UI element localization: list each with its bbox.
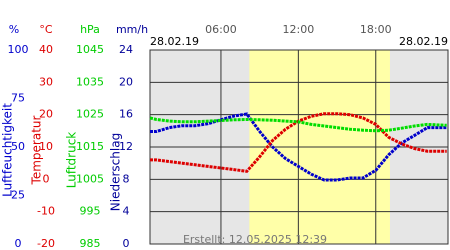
- date-left: 28.02.19: [150, 35, 199, 48]
- y-tick-label: 20: [119, 75, 133, 88]
- y-tick-label: 1035: [76, 75, 104, 88]
- y-tick-label: 16: [119, 108, 133, 121]
- y-tick-label: 1025: [76, 108, 104, 121]
- series-line: [149, 116, 447, 133]
- axis-title: Luftfeuchtigkeit: [1, 103, 15, 197]
- date-right: 28.02.19: [399, 35, 448, 48]
- axis-unit: °C: [39, 23, 53, 36]
- axis-title: Niederschlag: [109, 133, 123, 211]
- y-tick-label: 12: [119, 140, 133, 153]
- y-tick-label: 30: [39, 75, 53, 88]
- y-tick-label: 1005: [76, 172, 104, 185]
- y-tick-label: 10: [39, 140, 53, 153]
- y-tick-label: 25: [11, 189, 25, 202]
- x-tick-label: 06:00: [205, 23, 237, 36]
- y-tick-label: 0: [123, 237, 130, 250]
- y-tick-label: 20: [39, 108, 53, 121]
- axis-unit: mm/h: [116, 23, 148, 36]
- y-tick-label: -10: [37, 205, 55, 218]
- y-tick-label: 100: [8, 43, 29, 56]
- axis-unit: %: [9, 23, 19, 36]
- axis-title: Temperatur: [30, 115, 44, 185]
- axis-title: Luftdruck: [65, 132, 79, 189]
- x-tick-label: 12:00: [283, 23, 315, 36]
- plot-border: [149, 49, 449, 245]
- y-tick-label: 40: [39, 43, 53, 56]
- y-tick-label: 4: [123, 205, 130, 218]
- y-tick-label: 75: [11, 92, 25, 105]
- y-tick-label: 985: [80, 237, 101, 250]
- y-tick-label: 0: [15, 237, 22, 250]
- y-tick-label: 1045: [76, 43, 104, 56]
- y-tick-label: 995: [80, 205, 101, 218]
- y-tick-label: -20: [37, 237, 55, 250]
- y-tick-label: 0: [43, 172, 50, 185]
- axis-unit: hPa: [80, 23, 100, 36]
- x-tick-label: 18:00: [360, 23, 392, 36]
- y-tick-label: 8: [123, 172, 130, 185]
- y-tick-label: 24: [119, 43, 133, 56]
- y-tick-label: 50: [11, 140, 25, 153]
- y-tick-label: 1015: [76, 140, 104, 153]
- footer: Erstellt: 12.05.2025 12:39: [183, 233, 327, 246]
